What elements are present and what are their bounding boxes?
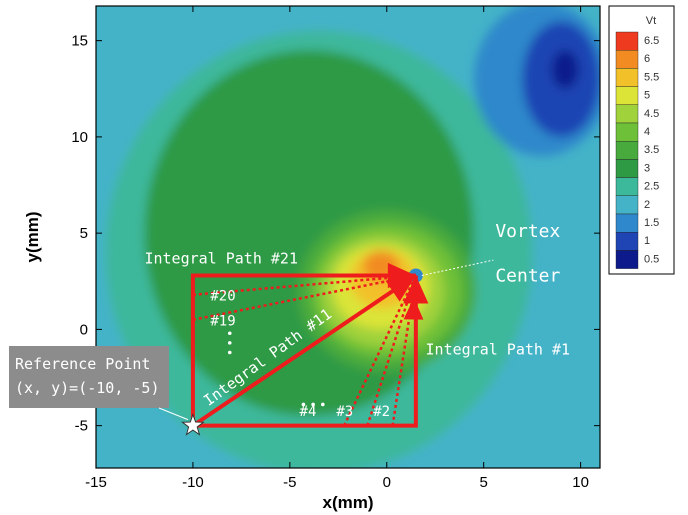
legend-swatch — [615, 140, 639, 160]
vortex-center-leader — [421, 259, 494, 276]
legend-swatch — [615, 68, 639, 87]
integral-path-4-label: #4 — [300, 404, 317, 420]
ellipsis-dot — [311, 402, 315, 407]
x-tick-label: -5 — [283, 474, 296, 491]
legend-label: 6 — [644, 53, 650, 65]
legend-label: 4 — [644, 126, 650, 138]
legend-label: 4.5 — [644, 108, 659, 120]
x-axis: -15 -10 -5 0 5 10 — [85, 6, 589, 491]
integral-path-20-label: #20 — [210, 289, 235, 305]
solid-integral-path — [190, 273, 416, 426]
reference-point-star — [181, 413, 205, 436]
integral-path-arrowhead — [403, 297, 424, 320]
integral-path-21-label: Integral Path #21 — [144, 250, 298, 268]
x-tick-label: -15 — [85, 474, 107, 491]
dotted-integral-path — [192, 274, 417, 322]
legend-label: 2 — [644, 199, 650, 211]
legend-label: 5 — [644, 90, 650, 102]
integral-path-1-label: Integral Path #1 — [426, 340, 571, 358]
y-tick-label: 5 — [80, 225, 88, 242]
legend-swatch — [615, 250, 639, 269]
vortex-center-label: Vortex — [495, 221, 560, 242]
reference-point-label: Reference Point — [15, 355, 150, 373]
legend-swatch — [615, 104, 639, 124]
legend-swatch — [615, 213, 639, 233]
x-axis-label: x(mm) — [322, 493, 373, 512]
contour-region — [551, 50, 579, 89]
ellipsis-dot — [301, 402, 306, 407]
legend-title: Vt — [646, 15, 656, 27]
legend-swatch — [615, 231, 639, 251]
integral-path-arrowhead — [403, 275, 429, 304]
y-axis-label: y(mm) — [23, 211, 42, 262]
x-tick-label: 0 — [383, 474, 391, 491]
legend-swatch — [615, 159, 639, 178]
vortex-center-label: Center — [495, 265, 560, 286]
x-tick-label: 5 — [480, 474, 488, 491]
legend-label: 1.5 — [644, 217, 659, 229]
reference-point-label-box — [9, 346, 169, 408]
dotted-integral-path — [366, 275, 418, 427]
legend-label: 5.5 — [644, 71, 659, 83]
reference-point-coordinates: (x, y)=(-10, -5) — [15, 379, 160, 397]
legend-label: 3.5 — [644, 144, 659, 156]
legend-label: 2.5 — [644, 181, 659, 193]
colorbar-legend: Vt 6.5 6 5.5 5 4.5 4 3.5 3 2.5 2 1.5 1 0.5 — [608, 5, 675, 275]
y-axis: -5 0 5 10 15 — [71, 33, 600, 435]
legend-label: 1 — [644, 235, 650, 247]
ellipsis-dot — [321, 402, 325, 407]
legend-swatch — [615, 50, 639, 69]
x-tick-label: -10 — [182, 474, 204, 491]
legend-swatch — [615, 122, 639, 142]
integral-path-2-label: #2 — [373, 404, 390, 420]
ellipsis-dot — [227, 331, 232, 336]
integral-path-3-label: #3 — [336, 404, 353, 420]
legend-label: 3 — [644, 162, 650, 174]
dotted-integral-path — [342, 274, 417, 427]
integral-paths — [181, 262, 429, 436]
legend-swatch — [615, 195, 639, 215]
y-tick-label: 0 — [80, 321, 88, 338]
dotted-integral-path — [192, 274, 416, 296]
legend-label: 6.5 — [644, 35, 659, 47]
solid-integral-path — [192, 275, 418, 428]
integral-path-19-label: #19 — [210, 314, 235, 330]
y-tick-label: -5 — [75, 418, 88, 435]
ellipsis-dot — [227, 341, 232, 345]
y-tick-label: 15 — [71, 33, 88, 50]
reference-point-leader — [158, 407, 189, 421]
plot-frame — [95, 5, 601, 469]
legend-swatch — [615, 86, 639, 105]
y-tick-label: 10 — [71, 129, 88, 146]
integral-path-arrowhead — [385, 275, 416, 302]
solid-integral-path — [191, 273, 417, 428]
legend-swatch — [615, 31, 639, 51]
x-tick-label: 10 — [572, 474, 589, 491]
legend-label: 0.5 — [644, 253, 659, 265]
legend-swatch — [615, 177, 639, 197]
ellipsis-dot — [227, 350, 232, 355]
